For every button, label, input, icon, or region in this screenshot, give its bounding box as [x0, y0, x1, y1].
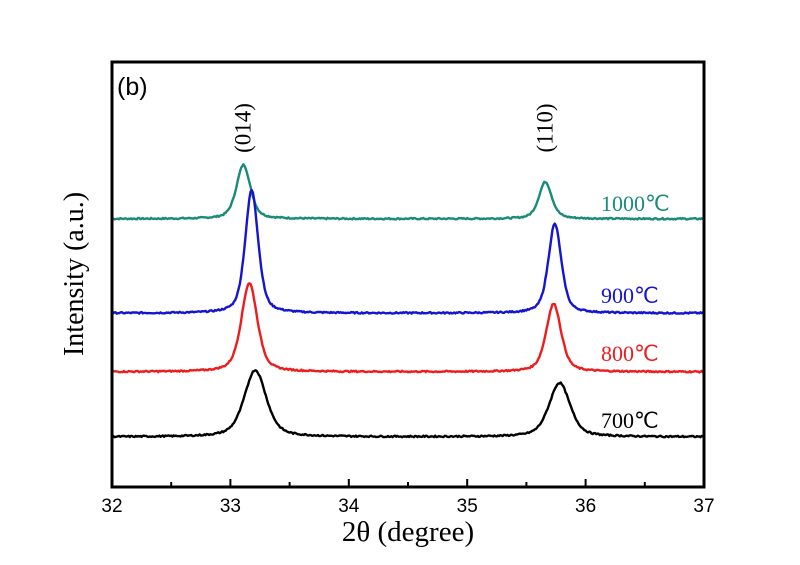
series-line-2 [111, 282, 705, 374]
x-tick-label: 34 [338, 496, 360, 517]
x-tick-label: 33 [220, 496, 241, 517]
series-label: 900℃ [601, 283, 659, 308]
series-line-1 [112, 188, 705, 315]
peak-annotation: (110) [532, 104, 557, 153]
peak-annotation: (014) [230, 103, 255, 153]
series-line-0 [111, 163, 705, 221]
x-tick-label: 37 [693, 496, 714, 517]
y-axis-label: Intensity (a.u.) [59, 192, 90, 356]
x-ticks: 32 33 34 35 36 37 [101, 479, 715, 517]
series-labels: 1000℃ 900℃ 800℃ 700℃ [601, 191, 670, 433]
x-tick-label: 35 [457, 496, 478, 517]
x-axis-label: 2θ (degree) [342, 516, 474, 548]
panel-label: (b) [117, 73, 148, 101]
x-tick-label: 32 [101, 496, 122, 517]
series-label: 1000℃ [601, 191, 670, 216]
peak-annotations: (014) (110) [230, 103, 557, 153]
series-label: 800℃ [601, 341, 659, 366]
x-tick-label: 36 [575, 496, 596, 517]
series-line-3 [111, 369, 705, 439]
series-label: 700℃ [601, 408, 659, 433]
series-layer [111, 163, 705, 439]
